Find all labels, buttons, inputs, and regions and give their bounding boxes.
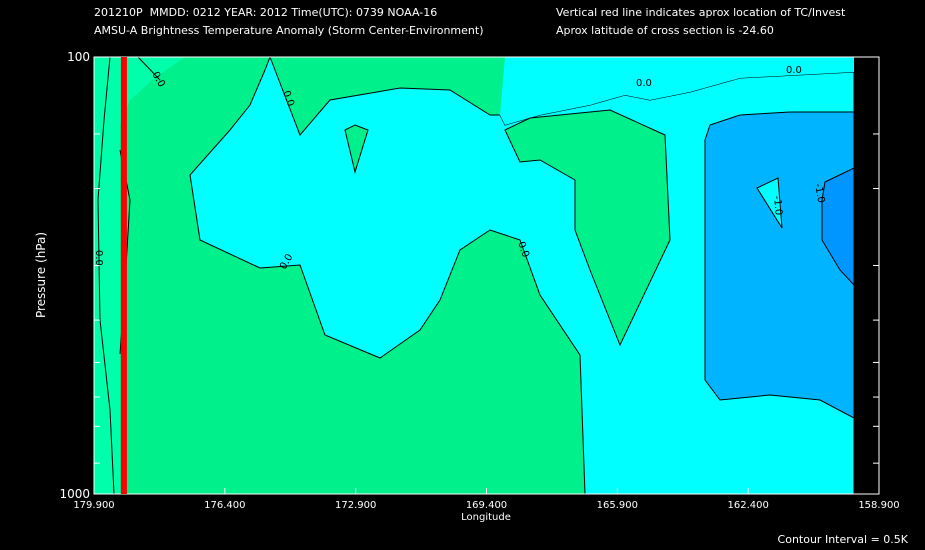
contour-label: 0.0 xyxy=(280,89,296,108)
y-tick-label: 1000 xyxy=(59,487,90,501)
contour-label: 0.0 xyxy=(93,250,104,266)
y-axis-label: Pressure (hPa) xyxy=(34,232,48,318)
x-tick-label: 158.900 xyxy=(858,500,899,511)
x-axis-label: Longitude xyxy=(461,512,511,523)
contour-label: 0.0 xyxy=(786,65,802,76)
contour-label: -1.0 xyxy=(771,195,784,215)
plot-right-margin xyxy=(854,57,879,494)
band-negative-half xyxy=(704,111,855,419)
x-tick-label: 172.900 xyxy=(335,500,376,511)
x-tick-label: 176.400 xyxy=(204,500,245,511)
header-title-line1: 201210P MMDD: 0212 YEAR: 2012 Time(UTC):… xyxy=(94,6,438,19)
x-tick-label: 165.900 xyxy=(597,500,638,511)
header-note-line2: Aprox latitude of cross section is -24.6… xyxy=(556,24,774,37)
band-positive-light-top xyxy=(118,57,185,130)
contour-interval-note: Contour Interval = 0.5K xyxy=(777,533,908,546)
band-zero-top xyxy=(500,57,854,125)
x-tick-labels: 179.900 176.400 172.900 169.400 165.900 162.4… xyxy=(73,500,899,511)
contour-label: 0.0 xyxy=(515,240,531,259)
band-positive-light xyxy=(94,57,120,494)
y-tick-labels: 100 1000 xyxy=(59,50,90,501)
x-tick-label: 162.400 xyxy=(727,500,768,511)
band-positive-wedge xyxy=(344,124,369,174)
band-positive-island xyxy=(504,109,671,347)
x-tick-label: 179.900 xyxy=(73,500,114,511)
contour-label: -1.0 xyxy=(812,183,826,204)
header-note-line1: Vertical red line indicates aprox locati… xyxy=(556,6,846,19)
tick-marks xyxy=(93,133,880,494)
x-tick-label: 169.400 xyxy=(466,500,507,511)
contour-label: 0.0 xyxy=(636,78,652,89)
y-tick-label: 100 xyxy=(67,50,90,64)
band-zero-pocket xyxy=(756,177,783,229)
plot-area xyxy=(93,55,880,495)
contour-line-top xyxy=(137,56,161,81)
contour-line-left xyxy=(97,56,115,495)
header-title-line2: AMSU-A Brightness Temperature Anomaly (S… xyxy=(94,24,484,37)
